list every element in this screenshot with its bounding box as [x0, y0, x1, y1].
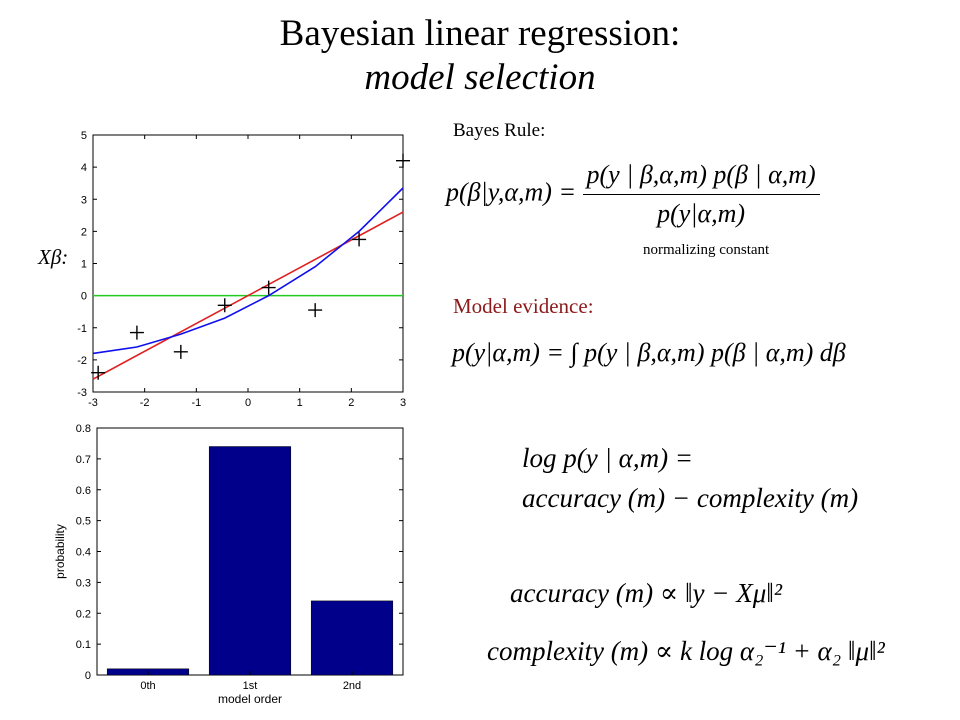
x-tick-label: 0th: [140, 680, 155, 692]
x-tick-label: 2: [348, 397, 354, 409]
bayes-fraction: p(y | β,α,m) p(β | α,m) p(y|α,m): [582, 160, 820, 229]
bar-2nd: [310, 600, 394, 676]
data-point: [173, 344, 188, 359]
x-tick-label: 1: [297, 397, 303, 409]
y-tick-label: 3: [81, 194, 87, 206]
page-title: Bayesian linear regression: model select…: [0, 12, 960, 100]
x-tick-label: 3: [400, 397, 406, 409]
y-axis-label: Xβ:: [37, 245, 68, 269]
y-tick-label: -2: [77, 355, 87, 367]
bar-1st: [208, 446, 292, 676]
x-tick-label: 1st: [243, 680, 258, 692]
y-tick-label: 0.8: [76, 423, 91, 435]
y-tick-label: 0.3: [76, 577, 91, 589]
y-tick-label: 0.1: [76, 639, 91, 651]
data-point: [396, 153, 410, 168]
x-axis-label: model order: [218, 692, 282, 706]
fit-line-1: [92, 211, 404, 380]
x-tick-label: 2nd: [343, 680, 361, 692]
y-tick-label: 0.4: [76, 547, 91, 559]
regression-plot-frame: [92, 134, 404, 393]
y-tick-label: 0.5: [76, 516, 91, 528]
data-point: [352, 232, 367, 247]
x-tick-label: -1: [191, 397, 201, 409]
bayes-rule-label: Bayes Rule:: [453, 120, 546, 141]
data-point: [91, 365, 106, 380]
model-evidence-label: Model evidence:: [453, 294, 594, 318]
y-tick-label: 0.7: [76, 454, 91, 466]
bayes-numerator: p(y | β,α,m) p(β | α,m): [582, 160, 820, 195]
x-tick-label: -3: [88, 397, 98, 409]
title-line-2: model selection: [364, 57, 596, 98]
y-tick-label: 0: [81, 291, 87, 303]
y-tick-label: 5: [81, 130, 87, 142]
y-tick-label: 1: [81, 259, 87, 271]
log-evidence-line-1: log p(y | α,m) =: [522, 443, 694, 473]
y-tick-label: 4: [81, 162, 87, 174]
log-evidence-equation: log p(y | α,m) = accuracy (m) − complexi…: [522, 438, 858, 518]
data-point: [308, 303, 323, 318]
x-tick-label: -2: [140, 397, 150, 409]
data-point: [217, 298, 232, 313]
y-tick-label: 0.2: [76, 608, 91, 620]
normalizing-constant-label: normalizing constant: [643, 242, 770, 258]
complexity-equation: complexity (m) ∝ k log α₂⁻¹ + α₂ ‖μ‖²: [487, 636, 885, 666]
bayes-rule-equation: p(β|y,α,m) = p(y | β,α,m) p(β | α,m) p(y…: [446, 160, 820, 229]
data-point: [261, 280, 276, 295]
y-tick-label: -3: [77, 387, 87, 399]
accuracy-equation: accuracy (m) ∝ ‖y − Xμ‖²: [510, 578, 782, 608]
y-tick-label: -1: [77, 323, 87, 335]
y-tick-label: 0: [85, 670, 91, 682]
model-evidence-equation: p(y|α,m) = ∫ p(y | β,α,m) p(β | α,m) dβ: [452, 338, 846, 367]
y-tick-label: 0.6: [76, 485, 91, 497]
fit-line-2: [92, 187, 404, 355]
title-line-1: Bayesian linear regression:: [279, 13, 681, 54]
y-axis-label: probability: [53, 524, 67, 579]
y-tick-label: 2: [81, 226, 87, 238]
bayes-denominator: p(y|α,m): [657, 199, 746, 228]
bayes-lhs: p(β|y,α,m) =: [446, 177, 576, 207]
x-tick-label: 0: [245, 397, 251, 409]
data-point: [129, 325, 144, 340]
log-evidence-line-2: accuracy (m) − complexity (m): [522, 483, 859, 513]
